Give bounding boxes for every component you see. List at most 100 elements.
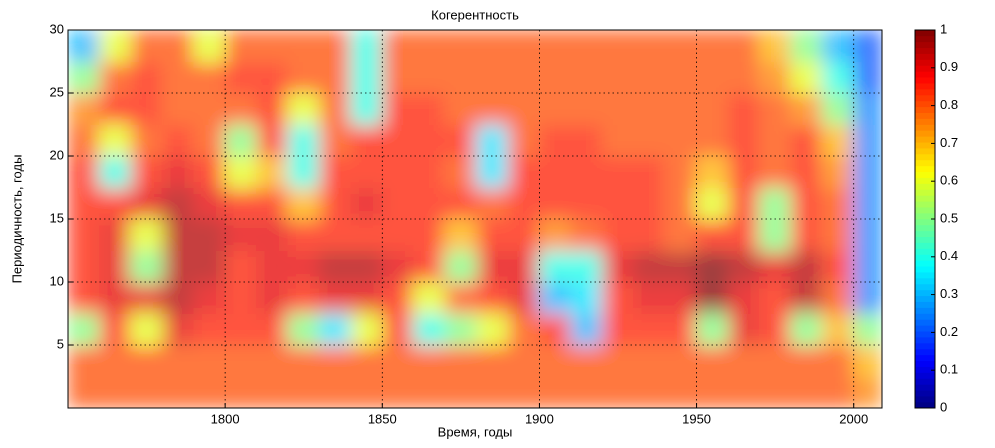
heat-cell (98, 218, 132, 251)
x-tick-label: 1800 (211, 411, 240, 426)
heat-cell (790, 376, 823, 408)
heat-cell (350, 124, 383, 157)
heat-cell (790, 218, 823, 251)
y-tick-label: 20 (50, 147, 64, 162)
heat-cell (633, 155, 666, 188)
heat-cell (664, 376, 698, 408)
heat-cell (318, 376, 352, 408)
heat-cell (161, 313, 195, 346)
x-tick-label: 1850 (368, 411, 397, 426)
heat-cell (507, 30, 540, 62)
heat-cell (570, 187, 603, 220)
colorbar-swatch (915, 153, 935, 161)
heat-cell (633, 344, 666, 377)
heat-cell (318, 61, 352, 94)
heat-cell (381, 30, 415, 62)
heat-cell (853, 313, 882, 346)
heat-cell (68, 61, 100, 94)
heat-cell (538, 250, 572, 283)
heat-cell (696, 344, 729, 377)
heat-cell (193, 124, 226, 157)
y-axis-label: Периодичность, годы (9, 155, 24, 284)
heat-cell (130, 281, 163, 314)
heat-cell (130, 218, 163, 251)
colorbar-tick-label: 0.5 (940, 210, 958, 225)
heat-cell (98, 30, 132, 62)
heat-cell (538, 313, 572, 346)
colorbar-swatch (915, 289, 935, 297)
heat-cell (68, 30, 100, 62)
heat-cell (507, 313, 540, 346)
heat-cell (758, 218, 792, 251)
heat-cell (790, 30, 823, 62)
colorbar-swatch (915, 336, 935, 344)
heat-cell (727, 376, 760, 408)
heat-cell (98, 313, 132, 346)
heat-cell (413, 313, 446, 346)
heat-cell (444, 155, 478, 188)
heat-cell (287, 218, 320, 251)
heat-cell (287, 281, 320, 314)
colorbar-swatch (915, 260, 935, 267)
heat-cell (193, 376, 226, 408)
heat-cell (130, 313, 163, 346)
heat-cell (318, 281, 352, 314)
heat-cell (476, 155, 509, 188)
colorbar-swatch (915, 271, 935, 279)
colorbar-swatch (915, 330, 935, 338)
heat-cell (350, 92, 383, 125)
colorbar-tick-label: 0.4 (940, 248, 958, 263)
heat-cell (790, 187, 823, 220)
x-tick-label: 2000 (839, 411, 868, 426)
heat-cell (476, 376, 509, 408)
heat-cell (507, 344, 540, 377)
heat-cell (98, 92, 132, 125)
heat-cell (98, 281, 132, 314)
heat-cell (224, 281, 258, 314)
colorbar-tick-label: 0.6 (940, 173, 958, 188)
heat-cell (318, 124, 352, 157)
heat-cell (538, 155, 572, 188)
heat-cell (507, 92, 540, 125)
heat-cell (758, 250, 792, 283)
heat-cell (853, 250, 882, 283)
heat-cell (821, 218, 855, 251)
heat-cell (381, 250, 415, 283)
heat-cell (193, 92, 226, 125)
heat-cell (130, 61, 163, 94)
heat-cell (570, 155, 603, 188)
heat-cell (193, 30, 226, 62)
heat-cell (256, 187, 289, 220)
heat-cell (570, 376, 603, 408)
heat-cell (161, 92, 195, 125)
heat-cell (161, 344, 195, 377)
heat-cell (98, 250, 132, 283)
heat-cell (570, 30, 603, 62)
heat-cell (193, 187, 226, 220)
plot-frame (67, 29, 883, 409)
heat-cell (350, 61, 383, 94)
heat-cell (507, 218, 540, 251)
colorbar-swatch (915, 224, 935, 232)
colorbar-swatch (915, 200, 935, 208)
heat-cell (256, 155, 289, 188)
heat-cell (507, 376, 540, 408)
heat-cell (727, 92, 760, 125)
heat-cell (161, 250, 195, 283)
colorbar-tick-label: 0.1 (940, 362, 958, 377)
heat-cell (853, 30, 882, 62)
heat-cell (413, 124, 446, 157)
heat-cell (161, 155, 195, 188)
heat-cell (130, 187, 163, 220)
heat-cell (68, 344, 100, 377)
heat-cell (381, 218, 415, 251)
heat-cell (664, 124, 698, 157)
heat-cell (350, 376, 383, 408)
colorbar-swatch (915, 59, 935, 66)
heat-cell (98, 155, 132, 188)
y-tick-label: 15 (50, 210, 64, 225)
heat-cell (633, 61, 666, 94)
heat-cell (633, 218, 666, 251)
colorbar-tick-label: 1 (940, 21, 947, 36)
colorbar-swatch (915, 342, 935, 350)
